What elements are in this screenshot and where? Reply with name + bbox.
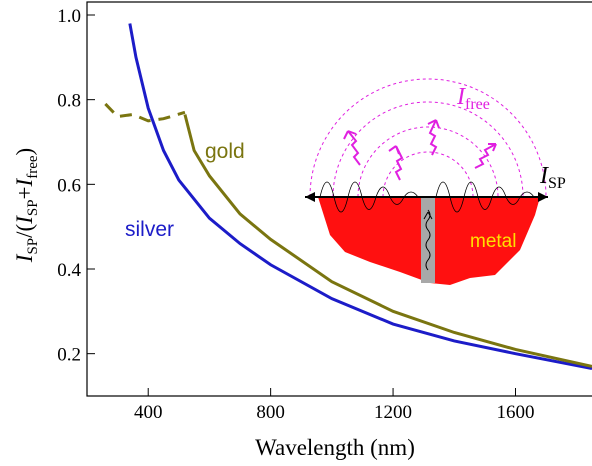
metal-label: metal [470,231,516,252]
arrow-head [423,211,433,220]
x-axis-label: Wavelength (nm) [255,435,415,460]
y-tick-label: 0.8 [57,91,81,112]
x-tick-label: 1600 [496,402,534,423]
plot-frame [86,1,592,397]
wave-in-slit [425,209,431,271]
y-tick-label: 1.0 [57,6,81,27]
sp-label: ISP [539,163,566,192]
y-axis-label: ISP/(ISP+Ifree) [12,148,41,263]
series-line [183,114,592,368]
sp-wave-right [435,181,535,213]
y-tick-label: 0.2 [57,345,81,366]
x-tick-label: 800 [256,402,285,423]
series-line [128,23,592,370]
series-line [104,102,186,123]
series-label: gold [205,140,245,163]
inset-diagram: Ifree ISP metal [305,78,566,285]
free-label: Ifree [456,84,490,113]
free-arrows [343,119,497,181]
x-tick-label: 400 [134,402,163,423]
sp-wave-left [319,181,419,213]
y-tick-label: 0.6 [57,175,81,196]
series-label: silver [125,218,174,241]
x-tick-label: 1200 [374,402,412,423]
y-tick-label: 0.4 [57,260,81,281]
radiation-arcs [309,78,547,198]
